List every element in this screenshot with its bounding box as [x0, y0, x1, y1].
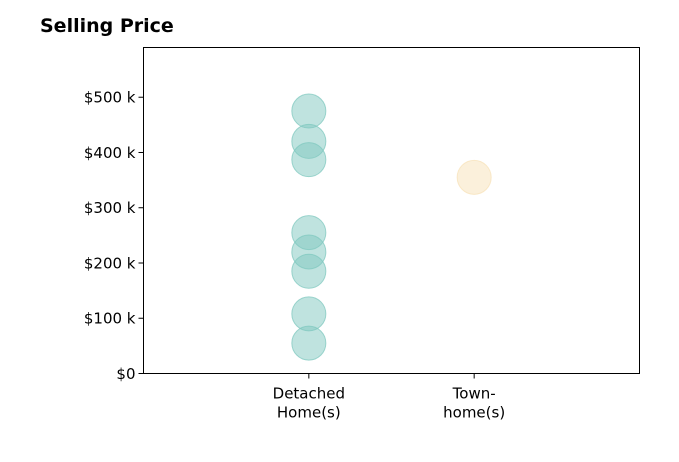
y-tick-label: $0 — [116, 365, 135, 383]
data-point — [291, 325, 327, 361]
x-tick-label: home(s) — [443, 404, 505, 422]
y-tick-label: $500 k — [84, 89, 136, 107]
y-tick-label: $400 k — [84, 144, 136, 162]
data-point — [291, 253, 327, 289]
y-tick-label: $100 k — [84, 310, 136, 328]
y-axis: $0 $100 k $200 k $300 k $400 k $500 k — [84, 89, 144, 383]
data-point — [291, 93, 327, 129]
chart-title: Selling Price — [40, 15, 174, 37]
x-tick-label: Detached — [273, 385, 345, 403]
plot-area-frame — [143, 47, 640, 374]
data-point — [291, 142, 327, 178]
y-tick-label: $300 k — [84, 199, 136, 217]
points-layer — [291, 93, 492, 361]
x-tick-label: Town- — [452, 385, 496, 403]
data-point — [456, 159, 492, 195]
y-tick-label: $200 k — [84, 254, 136, 272]
x-tick-label: Home(s) — [277, 404, 341, 422]
